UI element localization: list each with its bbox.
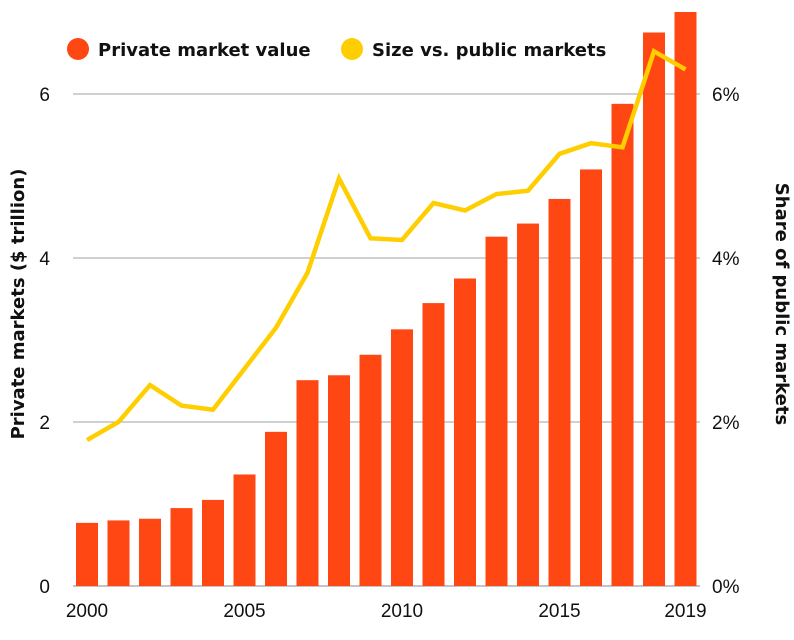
bar-series bbox=[76, 12, 697, 586]
right-tick-label: 2% bbox=[712, 413, 740, 434]
bar-2005 bbox=[233, 474, 256, 586]
bar-2006 bbox=[265, 431, 287, 586]
legend-swatch-private-market-value bbox=[67, 38, 89, 60]
bar-2015 bbox=[548, 198, 571, 586]
x-tick-label: 2005 bbox=[223, 601, 265, 622]
left-tick-label: 2 bbox=[39, 413, 50, 434]
x-tick-label: 2015 bbox=[538, 601, 580, 622]
x-tick-label: 2010 bbox=[381, 601, 423, 622]
legend-label-size-vs-public-markets: Size vs. public markets bbox=[372, 40, 606, 61]
right-axis-title: Share of public markets bbox=[771, 183, 792, 425]
x-tick-label: 2000 bbox=[66, 601, 108, 622]
bar-2014 bbox=[517, 223, 539, 586]
bar-2008 bbox=[328, 375, 350, 586]
bar-2012 bbox=[454, 278, 476, 586]
bar-2019 bbox=[674, 12, 697, 586]
bar-2001 bbox=[107, 520, 130, 586]
legend-label-private-market-value: Private market value bbox=[98, 40, 311, 61]
left-tick-label: 0 bbox=[39, 577, 50, 598]
left-axis-title: Private markets ($ trillion) bbox=[8, 169, 29, 440]
bar-2013 bbox=[485, 236, 508, 586]
right-tick-label: 6% bbox=[712, 85, 740, 106]
legend: Private market value Size vs. public mar… bbox=[67, 38, 606, 61]
gridlines bbox=[73, 93, 700, 587]
bar-2004 bbox=[202, 499, 224, 586]
legend-swatch-size-vs-public-markets bbox=[341, 38, 363, 60]
line-series bbox=[85, 48, 687, 442]
bar-2002 bbox=[139, 518, 161, 586]
line-size-vs-public-markets bbox=[85, 48, 687, 442]
left-tick-label: 6 bbox=[39, 85, 50, 106]
x-axis-ticks: 2000 2005 2010 2015 2019 bbox=[66, 601, 707, 622]
left-axis-ticks: 0 2 4 6 bbox=[39, 85, 50, 598]
bar-2011 bbox=[422, 303, 445, 586]
bar-2010 bbox=[391, 329, 413, 586]
bar-2003 bbox=[170, 508, 193, 586]
bar-2000 bbox=[76, 522, 98, 586]
left-tick-label: 4 bbox=[39, 249, 50, 270]
right-tick-label: 0% bbox=[712, 577, 740, 598]
bar-2016 bbox=[580, 169, 602, 586]
x-tick-label: 2019 bbox=[664, 601, 706, 622]
right-axis-ticks: 0% 2% 4% 6% bbox=[712, 85, 740, 598]
bar-2007 bbox=[296, 380, 319, 586]
right-tick-label: 4% bbox=[712, 249, 740, 270]
bar-2018 bbox=[643, 32, 665, 586]
bar-2017 bbox=[611, 103, 634, 586]
bar-2009 bbox=[359, 354, 382, 586]
